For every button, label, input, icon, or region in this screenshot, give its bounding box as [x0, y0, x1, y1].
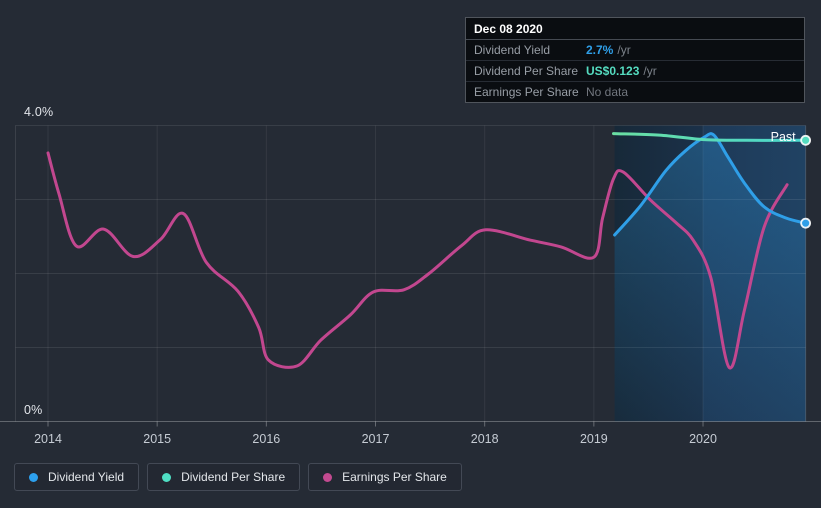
y-axis-min-label: 0%	[24, 403, 43, 417]
series-dividend-yield-line	[613, 132, 808, 237]
legend-label: Dividend Per Share	[181, 470, 286, 484]
past-region-label: Past	[771, 130, 797, 144]
x-axis-tick-label: 2015	[143, 432, 171, 446]
chart-tooltip: Dec 08 2020 Dividend Yield 2.7% /yr Divi…	[465, 17, 805, 103]
tooltip-suffix: /yr	[643, 64, 657, 78]
x-axis-tick-label: 2020	[689, 432, 717, 446]
tooltip-label: Dividend Yield	[474, 43, 551, 57]
dividend-yield-dot-icon	[29, 472, 38, 482]
x-axis-tick-label: 2016	[252, 432, 280, 446]
tooltip-row-dividend-yield: Dividend Yield 2.7% /yr	[466, 40, 804, 61]
tooltip-date: Dec 08 2020	[466, 18, 804, 40]
legend-item-dividend-per-share[interactable]: Dividend Per Share	[147, 463, 301, 491]
tooltip-label: Dividend Per Share	[474, 64, 579, 78]
series-earnings-per-share-line	[46, 151, 789, 370]
dividend-per-share-end-dot	[800, 134, 812, 146]
x-axis-tick-label: 2018	[471, 432, 499, 446]
tooltip-value: No data	[586, 85, 629, 99]
tooltip-value: US$0.123	[586, 64, 640, 78]
tooltip-suffix: /yr	[617, 43, 631, 57]
legend-label: Earnings Per Share	[342, 470, 447, 484]
legend-label: Dividend Yield	[48, 470, 125, 484]
legend-item-dividend-yield[interactable]: Dividend Yield	[14, 463, 140, 491]
tooltip-label: Earnings Per Share	[474, 85, 579, 99]
earnings-per-share-dot-icon	[323, 472, 333, 482]
series-dividend-per-share-line	[612, 132, 808, 142]
y-axis-max-label: 4.0%	[24, 105, 54, 119]
x-axis-tick-label: 2017	[362, 432, 390, 446]
x-axis-tick-label: 2014	[34, 432, 62, 446]
tooltip-row-earnings-per-share: Earnings Per Share No data	[466, 82, 804, 102]
x-axis-tick-label: 2019	[580, 432, 608, 446]
dividend-per-share-dot-icon	[162, 472, 172, 482]
dividend-yield-end-dot	[800, 217, 812, 229]
tooltip-value: 2.7%	[586, 43, 614, 57]
legend-item-earnings-per-share[interactable]: Earnings Per Share	[308, 463, 462, 491]
tooltip-row-dividend-per-share: Dividend Per Share US$0.123 /yr	[466, 61, 804, 82]
chart-legend: Dividend Yield Dividend Per Share Earnin…	[14, 463, 462, 491]
